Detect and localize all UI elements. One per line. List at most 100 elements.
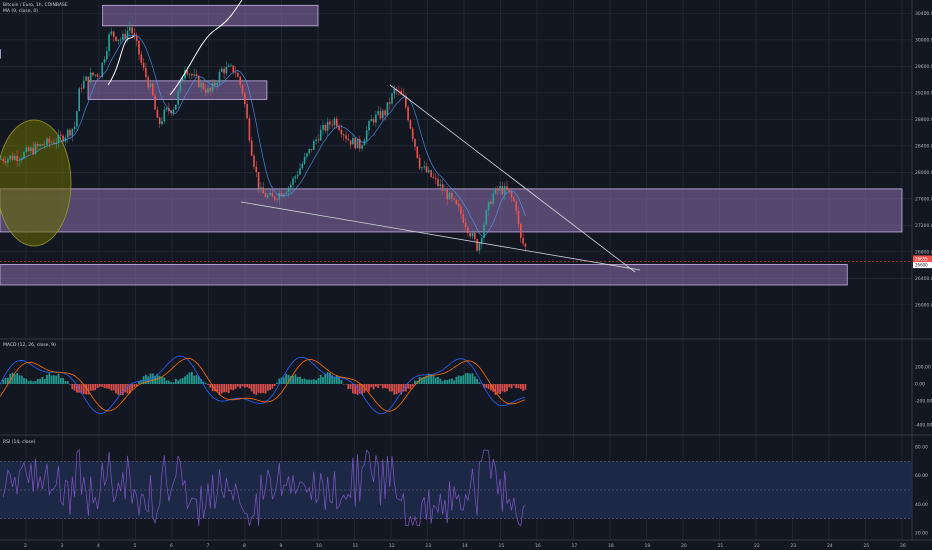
candle-body [483,224,485,239]
candle-body [0,158,2,160]
macd-histogram-bar [41,377,44,384]
price-tick-label: 28800.00 [915,117,932,123]
macd-histogram-bar [82,384,85,395]
candle-body [329,121,331,125]
macd-histogram-bar [280,377,283,384]
macd-histogram-bar [237,384,239,387]
candle-body [225,66,228,74]
candle-body [322,124,324,130]
candle-body [485,210,488,225]
trendlines[interactable] [107,0,641,273]
candle-body [175,104,177,110]
candle-body [18,159,21,161]
candle-body [474,232,476,240]
macd-histogram-bar [7,377,9,384]
candle-body [370,119,373,122]
macd-histogram-bar [402,384,405,392]
macd-histogram-bar [174,379,177,384]
candle-body [296,174,299,177]
macd-histogram-bar [133,384,136,387]
macd-histogram-bar [460,376,462,384]
candle-body [223,68,225,74]
macd-histogram-bar [105,384,108,389]
candle-body [407,107,409,121]
candle-body [165,108,168,110]
macd-histogram-bar [494,384,497,395]
candle-body [218,71,221,83]
candle-body [4,161,7,163]
price-tick-label: 26000.00 [915,302,932,308]
candle-body [379,111,382,119]
time-tick-label: 13 [426,543,432,549]
candle-body [294,176,297,179]
macd-histogram-bar [55,375,58,384]
candle-body [69,129,71,136]
candle-body [112,31,115,37]
candle-body [78,88,80,112]
time-tick-label: 21 [718,543,724,549]
candle-body [246,103,248,119]
macd-histogram-bar [388,384,391,392]
candle-body [352,137,354,145]
candle-body [161,121,163,124]
price-tick-label: 26400.00 [915,276,932,282]
candle-body [62,135,64,142]
candle-body [503,186,506,195]
macd-histogram-bar [2,379,5,384]
macd-histogram-bar [370,384,373,388]
candle-body [455,199,458,205]
macd-histogram-bar [407,384,409,389]
macd-histogram-bar [358,384,361,394]
highlight-ellipse[interactable] [0,119,72,247]
macd-histogram-bar [140,380,143,384]
candle-body [184,70,186,79]
macd-histogram-bar [32,381,35,384]
candle-body [92,72,94,76]
time-tick-label: 26 [900,543,906,549]
macd-histogram-bar [271,384,274,389]
candle-body [331,124,333,126]
macd-histogram-bar [501,384,504,392]
macd-histogram-bar [439,378,442,384]
candle-body [34,143,37,154]
candle-body [168,108,170,111]
macd-histogram-bar [241,384,244,387]
macd-histogram-bar [448,379,451,384]
macd-histogram-bar [289,376,292,384]
candle-body [308,148,310,154]
macd-histogram-bar [292,375,294,384]
candle-body [349,140,352,145]
candle-body [30,147,32,151]
macd-histogram-bar [172,382,175,384]
macd-histogram-bar [255,384,258,395]
price-tick-label: 28400.00 [915,143,932,149]
candle-body [476,239,478,251]
time-tick-label: 6 [170,543,173,549]
candle-body [25,147,28,152]
macd-histogram-bar [27,380,30,384]
signal-line [0,357,526,412]
time-tick-label: 19 [645,543,651,549]
candle-body [271,193,274,197]
macd-histogram-bar [138,380,140,384]
macd-histogram-bar [193,375,196,384]
time-tick-label: 9 [280,543,283,549]
candle-body [46,138,48,146]
candle-body [384,110,386,116]
candle-body [253,155,255,167]
candle-body [138,40,140,55]
macd-histogram-bar [142,376,145,384]
macd-histogram-bar [473,376,476,384]
candle-body [439,184,442,187]
candle-body [423,166,425,168]
macd-histogram-bar [73,384,76,391]
candle-body [377,111,379,115]
candle-body [147,77,149,88]
axes: 26000.0026400.0026800.0027200.0027600.00… [0,11,932,549]
candle-body [359,139,361,149]
macd-histogram-bar [168,380,170,384]
candle-body [437,178,439,187]
macd-histogram-bar [398,384,400,393]
candle-body [211,82,214,92]
macd-histogram-bar [278,378,281,384]
